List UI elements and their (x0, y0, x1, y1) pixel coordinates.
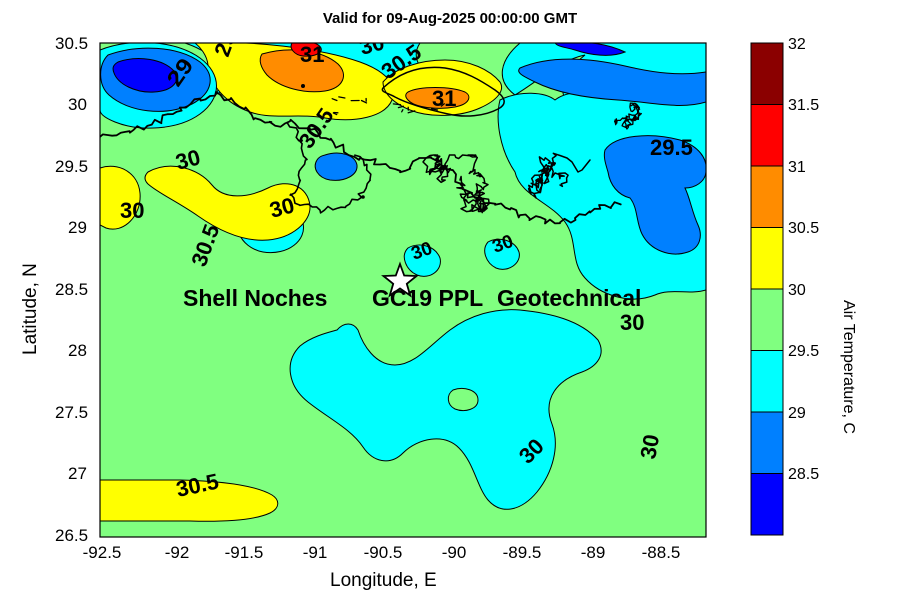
svg-text:31: 31 (300, 42, 324, 67)
svg-text:30: 30 (635, 432, 664, 460)
svg-text:30: 30 (620, 310, 644, 335)
svg-text:29.5: 29.5 (650, 135, 693, 160)
svg-text:Geotechnical: Geotechnical (497, 285, 641, 311)
svg-text:Shell Noches: Shell Noches (183, 285, 327, 311)
svg-text:GC19 PPL: GC19 PPL (372, 285, 483, 311)
svg-text:30: 30 (120, 198, 144, 223)
svg-text:31: 31 (432, 86, 456, 111)
